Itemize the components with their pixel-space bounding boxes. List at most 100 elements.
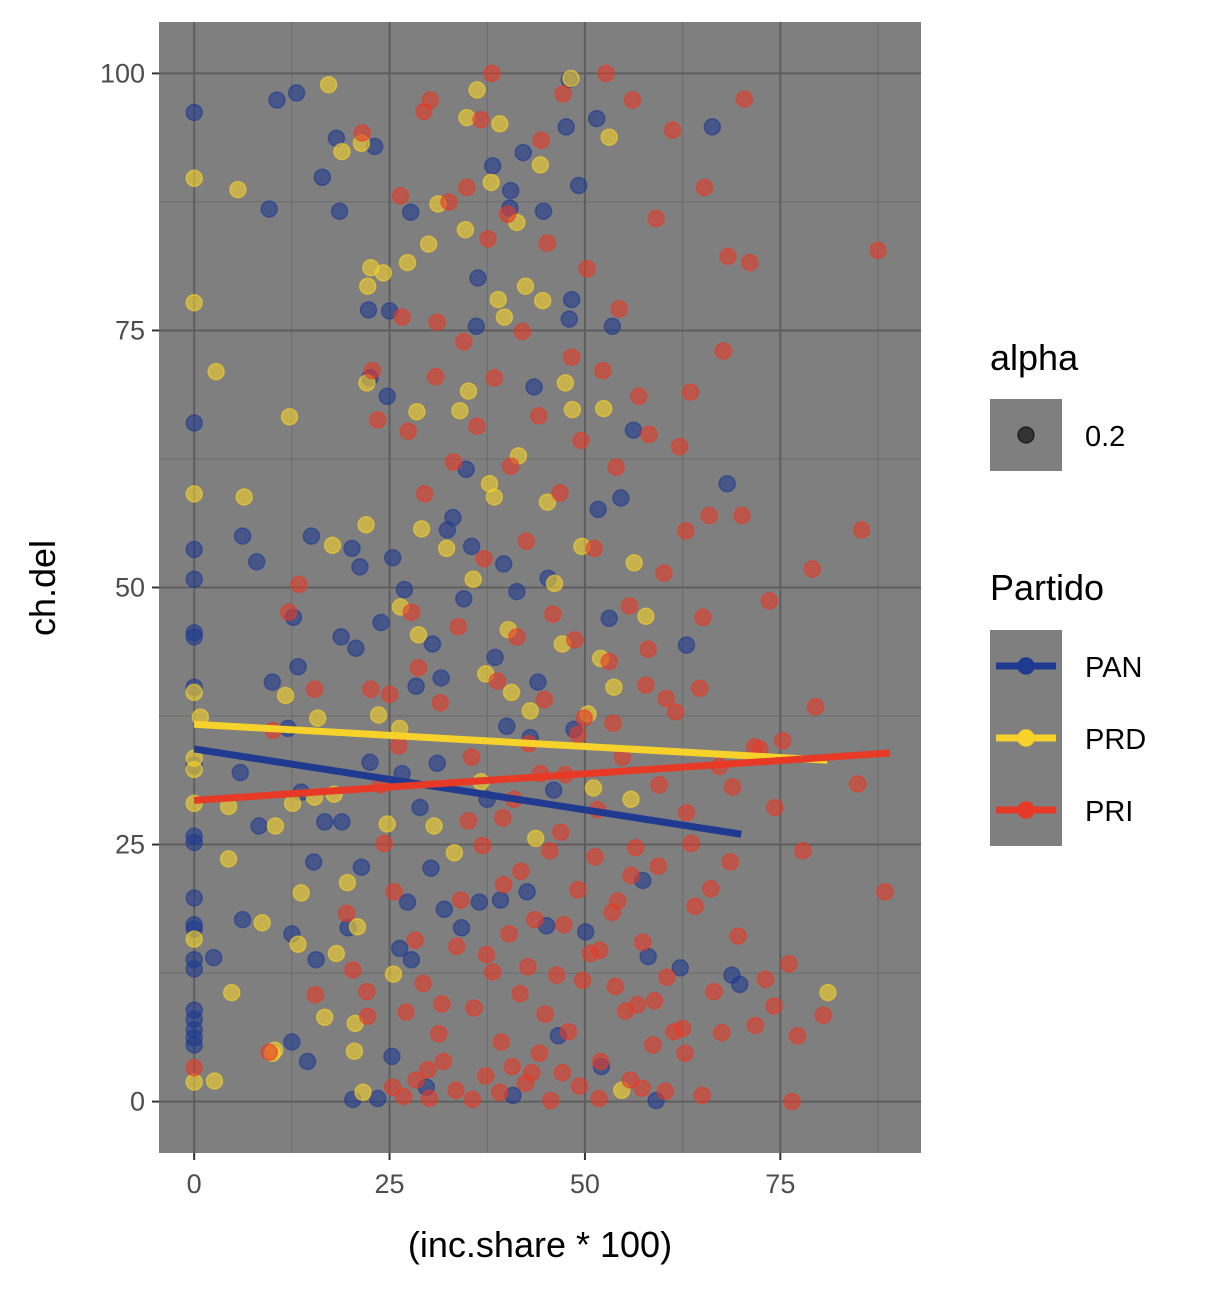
data-point <box>541 841 559 860</box>
data-point <box>702 880 720 898</box>
data-point <box>578 260 597 278</box>
data-point <box>319 75 338 94</box>
legend-key-point-prd <box>1017 729 1035 747</box>
data-point <box>626 838 645 857</box>
data-point <box>587 109 606 128</box>
data-point <box>803 560 822 578</box>
data-point <box>650 776 668 794</box>
data-point <box>538 493 557 511</box>
data-point <box>432 669 450 687</box>
data-point <box>428 754 446 773</box>
data-point <box>494 809 512 827</box>
data-point <box>489 290 507 309</box>
data-point <box>289 657 307 676</box>
data-point <box>569 881 587 899</box>
data-point <box>353 124 371 142</box>
y-tick-label: 0 <box>130 1087 145 1117</box>
data-point <box>283 1033 301 1051</box>
data-point <box>544 781 563 799</box>
data-point <box>657 689 675 708</box>
data-point <box>663 121 682 139</box>
data-point <box>600 652 618 671</box>
data-point <box>468 81 486 99</box>
data-point <box>313 168 332 187</box>
data-point <box>677 522 695 540</box>
data-point <box>185 889 203 907</box>
x-tick-label: 75 <box>765 1169 795 1199</box>
data-point <box>557 118 575 136</box>
data-point <box>398 253 417 272</box>
series-pan-points <box>185 70 749 1110</box>
data-point <box>458 178 476 197</box>
data-point <box>575 709 593 727</box>
data-point <box>665 1022 683 1041</box>
data-point <box>584 779 603 797</box>
data-point <box>231 763 250 782</box>
data-point <box>463 1090 482 1109</box>
data-point <box>185 1058 203 1077</box>
data-point <box>656 1082 675 1101</box>
data-point <box>621 1071 640 1089</box>
data-point <box>409 626 428 644</box>
y-tick-label: 50 <box>115 573 145 603</box>
data-point <box>517 532 536 550</box>
data-point <box>357 516 375 534</box>
data-point <box>397 1003 415 1021</box>
data-point <box>848 775 867 793</box>
data-point <box>398 893 417 911</box>
data-point <box>433 995 451 1013</box>
data-point <box>655 564 673 582</box>
data-point <box>628 996 647 1014</box>
data-point <box>610 300 629 318</box>
data-point <box>459 812 478 830</box>
data-point <box>431 693 450 712</box>
data-point <box>501 181 520 200</box>
data-point <box>185 414 203 432</box>
data-point <box>703 118 722 136</box>
data-point <box>600 609 618 628</box>
data-point <box>551 823 570 841</box>
data-point <box>419 235 438 253</box>
data-point <box>359 301 378 319</box>
data-point <box>395 580 414 599</box>
data-point <box>806 698 825 716</box>
data-point <box>780 955 798 973</box>
data-point <box>372 613 390 632</box>
data-point <box>469 269 487 287</box>
data-point <box>541 1091 560 1110</box>
data-point <box>421 91 439 109</box>
data-point <box>534 202 553 220</box>
data-point <box>718 474 736 493</box>
data-point <box>531 156 550 174</box>
data-point <box>633 1079 651 1097</box>
data-point <box>491 1083 509 1102</box>
data-point <box>390 737 408 755</box>
data-point <box>233 527 252 545</box>
data-point <box>352 858 371 876</box>
data-point <box>472 110 490 129</box>
legend-label-pri: PRI <box>1085 796 1133 828</box>
data-point <box>455 333 473 351</box>
data-point <box>348 918 367 936</box>
data-point <box>765 997 783 1015</box>
data-point <box>538 234 557 252</box>
data-point <box>576 923 595 941</box>
y-tick-label: 25 <box>115 830 145 860</box>
data-point <box>333 142 351 161</box>
data-point <box>307 950 325 969</box>
data-point <box>414 974 432 993</box>
data-point <box>494 555 513 573</box>
data-point <box>760 592 779 610</box>
data-point <box>529 673 547 691</box>
data-point <box>459 382 478 400</box>
data-point <box>545 574 564 593</box>
data-point <box>263 673 282 691</box>
data-point <box>501 457 520 475</box>
data-point <box>305 680 324 699</box>
data-point <box>756 970 775 988</box>
data-point <box>498 717 516 736</box>
data-point <box>185 628 203 646</box>
data-point <box>468 417 486 435</box>
data-point <box>658 968 676 986</box>
